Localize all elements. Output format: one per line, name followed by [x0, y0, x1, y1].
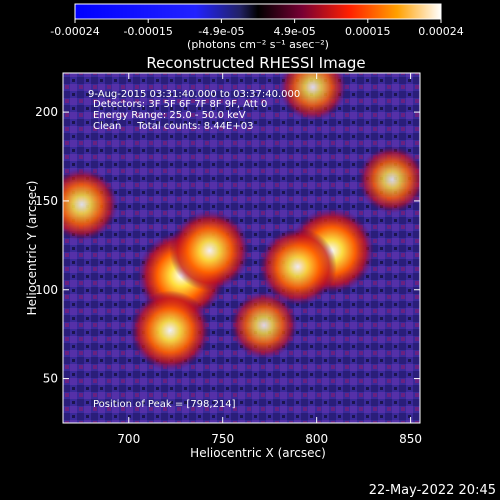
x-axis-ticks: 700 750 800 850	[117, 73, 422, 446]
bright-region	[259, 227, 337, 306]
x-tick-label: 800	[305, 432, 328, 446]
bright-regions	[63, 73, 420, 371]
footer-timestamp: 22-May-2022 20:45	[369, 483, 496, 498]
colorbar-tick-label: -0.00024	[50, 25, 99, 38]
colorbar-tick-label: 0.00015	[345, 25, 391, 38]
y-tick-label: 100	[35, 283, 58, 297]
annotation-detectors: Detectors: 3F 5F 6F 7F 8F 9F, Att 0	[93, 99, 267, 110]
y-tick-label: 150	[35, 194, 58, 208]
y-axis-ticks: 50 100 150 200	[35, 105, 420, 386]
colorbar-tick-label: 0.00024	[418, 25, 464, 38]
plot-frame	[62, 72, 421, 424]
bright-region	[230, 291, 298, 359]
colorbar: -0.00024 -0.00015 -4.9e-05 4.9e-05 0.00015 0.…	[50, 3, 464, 51]
peak-position-label: Position of Peak = [798,214]	[93, 399, 236, 410]
colorbar-tick-label: -0.00015	[123, 25, 172, 38]
bright-region	[358, 146, 420, 214]
colorbar-gradient	[74, 3, 442, 20]
annotation-block: 9-Aug-2015 03:31:40.000 to 03:37:40.000 …	[88, 89, 300, 410]
colorbar-tick-label: -4.9e-05	[198, 25, 244, 38]
plot-area	[63, 73, 420, 423]
annotation-clean: Clean Total counts: 8.44E+03	[93, 121, 253, 132]
bright-region	[130, 290, 211, 371]
bright-region	[169, 210, 250, 291]
x-tick-label: 700	[117, 432, 140, 446]
x-tick-label: 750	[211, 432, 234, 446]
colorbar-tick-label: 4.9e-05	[273, 25, 315, 38]
bright-region	[63, 168, 118, 241]
annotation-energy: Energy Range: 25.0 - 50.0 keV	[93, 110, 246, 121]
annotation-time: 9-Aug-2015 03:31:40.000 to 03:37:40.000	[88, 89, 300, 100]
x-axis-label: Heliocentric X (arcsec)	[190, 446, 326, 460]
y-tick-label: 50	[43, 372, 58, 386]
colorbar-unit-label: (photons cm⁻² s⁻¹ asec⁻²)	[187, 38, 329, 51]
y-tick-label: 200	[35, 105, 58, 119]
x-tick-label: 850	[399, 432, 422, 446]
y-axis-label: Heliocentric Y (arcsec)	[25, 181, 39, 316]
bright-region	[279, 73, 347, 121]
colorbar-ticks: -0.00024 -0.00015 -4.9e-05 4.9e-05 0.00015 0.…	[50, 19, 464, 38]
chart-title: Reconstructed RHESSI Image	[146, 54, 365, 72]
